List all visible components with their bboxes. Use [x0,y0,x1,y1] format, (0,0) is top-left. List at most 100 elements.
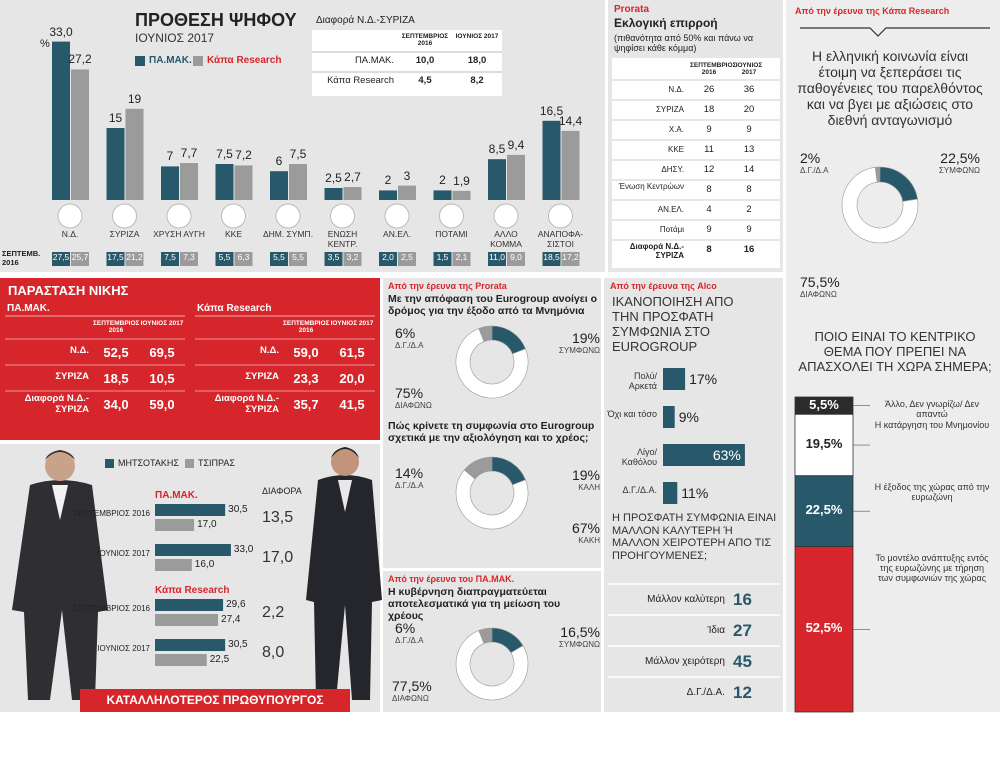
cell: 7,5 [164,252,176,262]
panel-title: ΠΑΡΑΣΤΑΣΗ ΝΙΚΗΣ [8,283,129,298]
category-label: Η έξοδος της χώρας από την ευρωζώνη [874,481,990,503]
value-label: 63% [712,447,741,463]
stack-segment [794,475,854,548]
bar [71,69,89,200]
legend-label: Κάπα Research [207,55,282,66]
value-label: 7,5 [216,147,233,161]
cell: 69,5 [149,345,175,360]
question: Με την απόφαση του Eurogroup ανοίγει ο δ… [388,293,598,318]
cell: Διαφορά Ν.Δ.-ΣΥΡΙΖΑ [214,393,279,415]
cell: 45 [733,652,752,671]
cell: ΚΚΕ [667,145,684,154]
cell-bg [433,252,452,266]
panel [0,278,380,440]
category-label: Όχι και τόσο [607,409,657,419]
party-logo [384,203,410,229]
cell: Ποτάμι [659,225,684,234]
bar [663,444,745,466]
stack-segment [794,546,854,713]
bar [542,120,561,200]
value-label: 19% [571,330,600,346]
cell: 4 [706,204,712,215]
cell: 23,3 [293,371,319,386]
cell: 9 [706,224,712,235]
party-logo [112,203,137,229]
cell: ΣΥΡΙΖΑ [655,105,684,114]
value-label: 16,0 [194,559,215,570]
bar [488,159,506,200]
cell: 25,7 [71,252,89,262]
bar [155,654,207,666]
column-header: ΙΟΥΝΙΟΣ 2017 [140,320,184,327]
cell-bg [106,252,125,266]
difference: 17,0 [262,549,294,566]
suit [306,475,382,700]
cell-bg [234,252,253,266]
y-axis-label: % [40,38,50,50]
shirt [338,480,352,512]
value-label: 17,0 [197,519,217,530]
column-header: ΙΟΥΝΙΟΣ 2017 [330,320,374,327]
value-label: 17% [689,371,718,387]
value-label: 30,5 [228,639,248,650]
cell: 13 [743,144,755,155]
cell: 18 [703,104,715,115]
stack-segment [794,413,854,477]
cell: Ν.Δ. [260,345,279,356]
value-label: 52,5% [805,620,843,636]
cell: Μάλλον χειρότερη [645,656,725,667]
cell: Διαφορά Ν.Δ.-ΣΥΡΙΖΑ [629,242,684,261]
value-label: 6 [275,154,283,169]
value-label: 33,0 [233,544,254,555]
category-label: Δ.Γ./Δ.Α [395,636,424,645]
party-logo [166,203,192,229]
category-label: Λίγο/ Καθόλου [621,447,657,468]
cell: Δ.Γ./Δ.Α. [686,687,725,698]
value-label: 6% [395,325,416,341]
bar [663,406,675,428]
chart-subtitle: ΙΟΥΝΙΟΣ 2017 [135,31,215,45]
table-title: Εκλογική επιρροή [614,16,718,30]
cell: Ένωση Κεντρώων [618,182,684,191]
difference: 2,2 [262,604,285,621]
cell: 17,5 [107,252,124,262]
cell: 9,0 [510,252,522,262]
cell: 21,2 [126,252,143,262]
cell: 20,0 [339,371,365,386]
category-label: Δ.Γ./Δ.Α [395,341,424,350]
cell: 9 [746,124,752,135]
source: Από την έρευνα της Prorata [388,281,507,291]
cell: 12 [703,164,715,175]
cell: 17,2 [562,252,579,262]
category-label: ΑΝΑΠΟΦΑ-ΣΙΣΤΟΙ [537,229,584,249]
hair [45,450,75,460]
cell: 16 [733,590,752,609]
cell: 4,5 [418,75,432,86]
category-label: ΙΟΥΝΙΟΣ 2017 [97,644,150,653]
category-label: ΣΥΜΦΩΝΩ [558,346,600,355]
cell: Ν.Δ. [668,85,684,94]
cell: ΣΥΡΙΖΑ [55,371,89,382]
table-title: Διαφορά Ν.Δ.-ΣΥΡΙΖΑ [316,15,415,26]
bar [452,190,471,200]
party-logo [221,203,246,229]
value-label: 9% [678,409,699,425]
column-header: ΣΕΠΤΕΜΒΡΙΟΣ 2016 [93,320,140,335]
cell: 8,2 [470,75,484,86]
category-label: ΕΝΩΣΗ ΚΕΝΤΡ. [327,229,358,249]
donut-slice [455,469,529,530]
cell: 6,3 [237,252,250,262]
cell: 59,0 [293,345,319,360]
value-label: 22,5% [940,150,980,166]
value-label: 3 [403,168,411,183]
value-label: 14% [395,465,424,481]
bar [215,164,234,200]
source: Από την έρευνα της Κάπα Research [795,6,950,16]
question: Πώς κρίνετε τη συμφωνία στο Eurogroup σχ… [388,420,595,445]
cell: 2,0 [382,252,394,262]
divider [800,27,990,37]
cell-bg [379,252,397,266]
cell: 36 [743,84,755,95]
cell: 12 [733,683,752,702]
